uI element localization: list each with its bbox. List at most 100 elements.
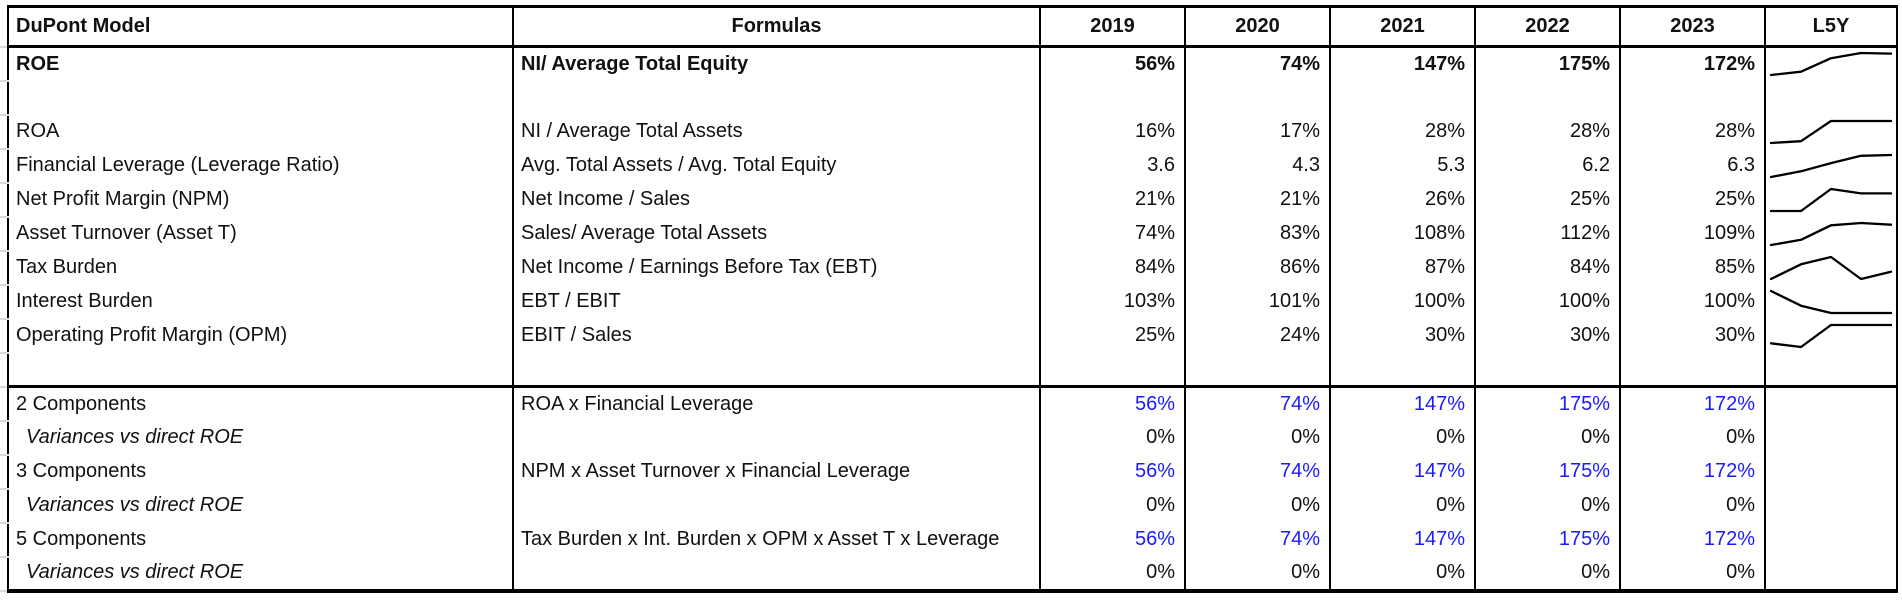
formula-cell[interactable]: Sales/ Average Total Assets (512, 216, 1040, 251)
value-cell-2020[interactable]: 0% (1184, 420, 1330, 455)
value-cell-2022[interactable]: 0% (1474, 420, 1620, 455)
value-cell-2023[interactable]: 172% (1619, 46, 1765, 81)
value-cell-2021[interactable]: 147% (1329, 385, 1475, 421)
value-cell-2019[interactable]: 16% (1039, 114, 1185, 149)
value-cell-2020[interactable]: 17% (1184, 114, 1330, 149)
value-cell-2019[interactable]: 103% (1039, 284, 1185, 319)
value-cell-2019[interactable]: 21% (1039, 182, 1185, 217)
row-label-cell[interactable]: 3 Components (7, 454, 513, 489)
value-cell-2022[interactable]: 175% (1474, 522, 1620, 557)
value-cell[interactable] (1619, 80, 1765, 115)
row-label-cell[interactable]: 5 Components (7, 522, 513, 557)
value-cell-2023[interactable]: 30% (1619, 318, 1765, 353)
sparkline-cell[interactable] (1764, 488, 1898, 523)
value-cell-2021[interactable]: 0% (1329, 420, 1475, 455)
sparkline-cell[interactable] (1764, 284, 1898, 319)
value-cell-2023[interactable]: 0% (1619, 488, 1765, 523)
value-cell-2020[interactable]: 21% (1184, 182, 1330, 217)
value-cell-2022[interactable]: 175% (1474, 385, 1620, 421)
sparkline-cell[interactable] (1764, 556, 1898, 593)
sparkline-cell[interactable] (1764, 250, 1898, 285)
formula-cell[interactable]: Net Income / Sales (512, 182, 1040, 217)
row-label-cell[interactable]: Variances vs direct ROE (7, 420, 513, 455)
header-dupont-model[interactable]: DuPont Model (7, 5, 513, 48)
sparkline-cell[interactable] (1764, 46, 1898, 81)
value-cell-2023[interactable]: 28% (1619, 114, 1765, 149)
value-cell-2021[interactable]: 28% (1329, 114, 1475, 149)
value-cell-2021[interactable]: 147% (1329, 522, 1475, 557)
header-year-2023[interactable]: 2023 (1619, 5, 1765, 48)
header-year-2021[interactable]: 2021 (1329, 5, 1475, 48)
value-cell-2019[interactable]: 74% (1039, 216, 1185, 251)
row-label-cell[interactable]: ROE (7, 46, 513, 81)
value-cell-2021[interactable]: 147% (1329, 46, 1475, 81)
value-cell-2020[interactable]: 24% (1184, 318, 1330, 353)
value-cell-2023[interactable]: 109% (1619, 216, 1765, 251)
row-label-cell[interactable]: Interest Burden (7, 284, 513, 319)
value-cell-2020[interactable]: 74% (1184, 46, 1330, 81)
row-label-cell[interactable]: ROA (7, 114, 513, 149)
formula-cell[interactable]: NI/ Average Total Equity (512, 46, 1040, 81)
header-formulas[interactable]: Formulas (512, 5, 1040, 48)
value-cell-2021[interactable]: 5.3 (1329, 148, 1475, 183)
sparkline-cell[interactable] (1764, 216, 1898, 251)
formula-cell[interactable]: Tax Burden x Int. Burden x OPM x Asset T… (512, 522, 1040, 557)
formula-cell[interactable] (512, 488, 1040, 523)
value-cell-2022[interactable]: 84% (1474, 250, 1620, 285)
value-cell-2023[interactable]: 100% (1619, 284, 1765, 319)
sparkline-cell[interactable] (1764, 352, 1898, 387)
formula-cell[interactable]: EBT / EBIT (512, 284, 1040, 319)
value-cell-2021[interactable]: 147% (1329, 454, 1475, 489)
value-cell-2020[interactable]: 74% (1184, 454, 1330, 489)
header-year-2019[interactable]: 2019 (1039, 5, 1185, 48)
row-label-cell[interactable] (7, 352, 513, 387)
value-cell-2019[interactable]: 84% (1039, 250, 1185, 285)
formula-cell[interactable] (512, 420, 1040, 455)
value-cell-2019[interactable]: 25% (1039, 318, 1185, 353)
value-cell[interactable] (1474, 80, 1620, 115)
value-cell-2021[interactable]: 100% (1329, 284, 1475, 319)
value-cell-2022[interactable]: 30% (1474, 318, 1620, 353)
value-cell-2023[interactable]: 0% (1619, 556, 1765, 593)
sparkline-cell[interactable] (1764, 148, 1898, 183)
header-l5y[interactable]: L5Y (1764, 5, 1898, 48)
row-label-cell[interactable]: Financial Leverage (Leverage Ratio) (7, 148, 513, 183)
sparkline-cell[interactable] (1764, 522, 1898, 557)
value-cell-2020[interactable]: 101% (1184, 284, 1330, 319)
value-cell-2019[interactable]: 56% (1039, 522, 1185, 557)
formula-cell[interactable] (512, 556, 1040, 593)
value-cell-2023[interactable]: 85% (1619, 250, 1765, 285)
value-cell[interactable] (1184, 80, 1330, 115)
value-cell-2021[interactable]: 0% (1329, 556, 1475, 593)
value-cell-2021[interactable]: 30% (1329, 318, 1475, 353)
row-label-cell[interactable]: Asset Turnover (Asset T) (7, 216, 513, 251)
sparkline-cell[interactable] (1764, 454, 1898, 489)
formula-cell[interactable]: EBIT / Sales (512, 318, 1040, 353)
value-cell-2019[interactable]: 56% (1039, 454, 1185, 489)
row-label-cell[interactable]: 2 Components (7, 385, 513, 421)
value-cell[interactable] (1039, 352, 1185, 387)
formula-cell[interactable]: NI / Average Total Assets (512, 114, 1040, 149)
sparkline-cell[interactable] (1764, 114, 1898, 149)
value-cell-2020[interactable]: 74% (1184, 522, 1330, 557)
value-cell-2022[interactable]: 0% (1474, 556, 1620, 593)
value-cell-2023[interactable]: 0% (1619, 420, 1765, 455)
sparkline-cell[interactable] (1764, 80, 1898, 115)
value-cell[interactable] (1039, 80, 1185, 115)
value-cell-2020[interactable]: 86% (1184, 250, 1330, 285)
row-label-cell[interactable]: Net Profit Margin (NPM) (7, 182, 513, 217)
row-label-cell[interactable] (7, 80, 513, 115)
formula-cell[interactable]: Avg. Total Assets / Avg. Total Equity (512, 148, 1040, 183)
formula-cell[interactable]: NPM x Asset Turnover x Financial Leverag… (512, 454, 1040, 489)
value-cell-2019[interactable]: 56% (1039, 385, 1185, 421)
sparkline-cell[interactable] (1764, 385, 1898, 421)
value-cell-2023[interactable]: 172% (1619, 454, 1765, 489)
value-cell-2020[interactable]: 83% (1184, 216, 1330, 251)
sparkline-cell[interactable] (1764, 182, 1898, 217)
value-cell-2019[interactable]: 3.6 (1039, 148, 1185, 183)
value-cell-2022[interactable]: 6.2 (1474, 148, 1620, 183)
sparkline-cell[interactable] (1764, 420, 1898, 455)
value-cell-2020[interactable]: 74% (1184, 385, 1330, 421)
value-cell-2021[interactable]: 26% (1329, 182, 1475, 217)
value-cell-2023[interactable]: 172% (1619, 385, 1765, 421)
